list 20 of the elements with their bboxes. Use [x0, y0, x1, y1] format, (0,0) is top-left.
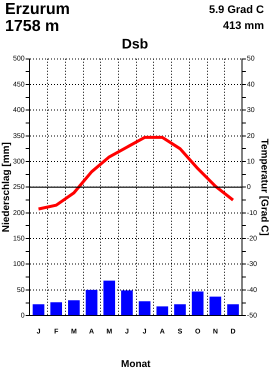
bar [227, 304, 239, 316]
text: 5.9 Grad C [208, 4, 264, 16]
y-axis-title: Niederschlag [mm] [0, 142, 12, 232]
y2-axis-title: Temperatur [Grad C] [258, 138, 270, 236]
bar [121, 290, 133, 316]
x-axis-title: Monat [121, 358, 152, 370]
bar [68, 300, 80, 316]
bar [32, 304, 44, 316]
bar [86, 290, 98, 316]
text: 1758 m [5, 18, 60, 36]
bar [138, 301, 150, 316]
text: Erzurum [5, 1, 70, 19]
bar [156, 306, 168, 316]
text: 413 mm [223, 20, 264, 32]
chart-title: Dsb [122, 35, 148, 52]
bar [50, 302, 62, 316]
bar [174, 304, 186, 316]
bar [192, 291, 204, 316]
bar [210, 296, 222, 316]
bar [103, 280, 116, 316]
